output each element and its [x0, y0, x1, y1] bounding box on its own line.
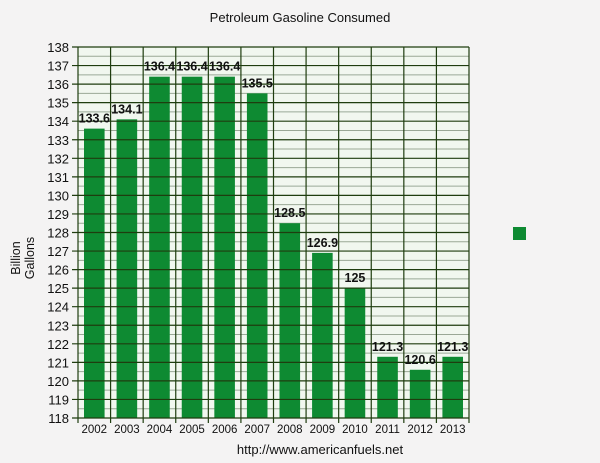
- x-tick-label: 2002: [81, 424, 107, 436]
- y-tick-label: 128: [47, 226, 69, 241]
- y-tick-label: 134: [47, 114, 69, 129]
- bar: [409, 369, 431, 418]
- bar: [312, 252, 333, 418]
- x-tick-label: 2006: [212, 424, 238, 436]
- y-tick-label: 135: [47, 96, 69, 111]
- x-tick-label: 2009: [310, 424, 336, 436]
- y-tick-label: 137: [47, 59, 69, 74]
- bar: [116, 119, 138, 418]
- x-tick-label: 2008: [277, 424, 303, 436]
- data-label: 133.6: [79, 112, 110, 126]
- bar: [214, 76, 235, 419]
- data-label: 135.5: [242, 76, 273, 90]
- y-tick-label: 123: [47, 318, 69, 333]
- x-tick-label: 2010: [342, 424, 368, 436]
- data-label: 121.3: [437, 340, 468, 354]
- y-tick-label: 131: [47, 170, 69, 185]
- y-tick-label: 121: [47, 355, 69, 370]
- data-label: 136.4: [209, 60, 240, 74]
- x-tick-label: 2007: [244, 424, 270, 436]
- y-tick-label: 138: [47, 40, 69, 55]
- bar: [442, 356, 463, 418]
- y-tick-label: 133: [47, 133, 69, 148]
- x-tick-label: 2005: [179, 424, 205, 436]
- bar: [181, 76, 203, 419]
- x-tick-label: 2011: [375, 424, 400, 436]
- y-tick-label: 125: [47, 281, 69, 296]
- y-tick-label: 122: [47, 337, 69, 352]
- bar: [279, 223, 301, 418]
- y-tick-label: 129: [47, 207, 69, 222]
- bar: [377, 356, 398, 418]
- data-label: 128.5: [274, 206, 305, 220]
- data-label: 125: [345, 271, 366, 285]
- bar: [246, 93, 268, 418]
- data-label: 136.4: [176, 60, 207, 74]
- legend-swatch: [513, 227, 526, 240]
- data-label: 121.3: [372, 340, 403, 354]
- y-tick-label: 118: [48, 411, 69, 426]
- y-tick-label: 124: [47, 300, 69, 315]
- x-tick-label: 2004: [147, 424, 173, 436]
- y-tick-label: 119: [48, 392, 69, 407]
- data-label: 136.4: [144, 60, 175, 74]
- y-tick-label: 136: [47, 77, 69, 92]
- bar: [149, 76, 170, 419]
- y-tick-label: 127: [47, 244, 69, 259]
- x-tick-label: 2012: [407, 424, 433, 436]
- chart-title: Petroleum Gasoline Consumed: [209, 10, 391, 25]
- data-label: 134.1: [111, 102, 142, 116]
- data-label: 120.6: [404, 353, 435, 367]
- y-tick-label: 132: [47, 151, 69, 166]
- data-label: 126.9: [307, 236, 338, 250]
- bar: [344, 288, 366, 418]
- y-tick-label: 130: [47, 188, 69, 203]
- y-tick-label: 120: [47, 374, 69, 389]
- x-tick-label: 2003: [114, 424, 140, 436]
- bar: [84, 128, 105, 418]
- source-url: http://www.americanfuels.net: [236, 442, 404, 457]
- x-tick-label: 2013: [440, 424, 466, 436]
- y-tick-label: 126: [47, 263, 69, 278]
